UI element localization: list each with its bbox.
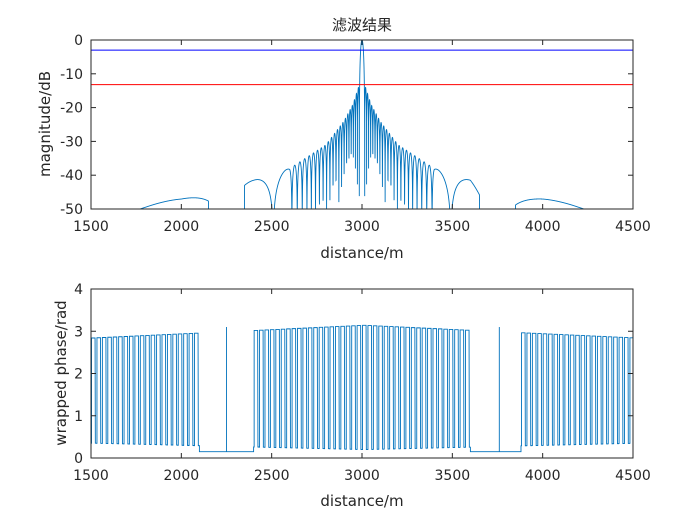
x-tick-label: 3000	[344, 219, 380, 235]
phase-plot-area	[91, 324, 633, 453]
y-tick-label: 3	[74, 324, 83, 340]
y-tick-label: 4	[74, 282, 83, 298]
phase-y-axis-label: wrapped phase/rad	[52, 300, 70, 445]
x-tick-label: 2000	[164, 219, 200, 235]
x-tick-label: 3000	[344, 468, 380, 484]
x-tick-label: 4500	[615, 219, 651, 235]
magnitude-plot-area	[91, 40, 633, 209]
phase-axes: 1500 2000 2500 3000 3500 4000 4500 0 1 2 3 4 distan…	[52, 282, 651, 510]
magnitude-series-line	[91, 40, 633, 209]
x-tick-label: 4000	[525, 219, 561, 235]
x-tick-label: 4000	[525, 468, 561, 484]
phase-ticks: 1500 2000 2500 3000 3500 4000 4500 0 1 2 3 4	[73, 282, 651, 484]
x-tick-label: 2500	[254, 219, 290, 235]
chart-title: 滤波结果	[332, 16, 392, 34]
phase-series-line	[91, 324, 633, 453]
x-tick-label: 2500	[254, 468, 290, 484]
x-tick-label: 3500	[435, 219, 471, 235]
x-tick-label: 1500	[73, 468, 109, 484]
y-tick-label: -40	[60, 168, 83, 184]
magnitude-y-axis-label: magnitude/dB	[36, 71, 54, 177]
y-tick-label: -50	[60, 202, 83, 218]
y-tick-label: 2	[74, 367, 83, 383]
y-tick-label: 0	[74, 451, 83, 467]
x-tick-label: 2000	[164, 468, 200, 484]
y-tick-label: -10	[60, 67, 83, 83]
y-tick-label: -20	[60, 101, 83, 117]
magnitude-x-axis-label: distance/m	[320, 244, 403, 262]
x-tick-label: 1500	[73, 219, 109, 235]
x-tick-label: 4500	[615, 468, 651, 484]
y-tick-label: -30	[60, 134, 83, 150]
y-tick-label: 0	[74, 33, 83, 49]
magnitude-ticks: 1500 2000 2500 3000 3500 4000 4500 0 -10 -20 -30 -4…	[60, 33, 651, 235]
phase-x-axis-label: distance/m	[320, 492, 403, 510]
y-tick-label: 1	[74, 409, 83, 425]
x-tick-label: 3500	[435, 468, 471, 484]
magnitude-axes: 1500 2000 2500 3000 3500 4000 4500 0 -10 -20 -30 -4…	[36, 16, 651, 262]
